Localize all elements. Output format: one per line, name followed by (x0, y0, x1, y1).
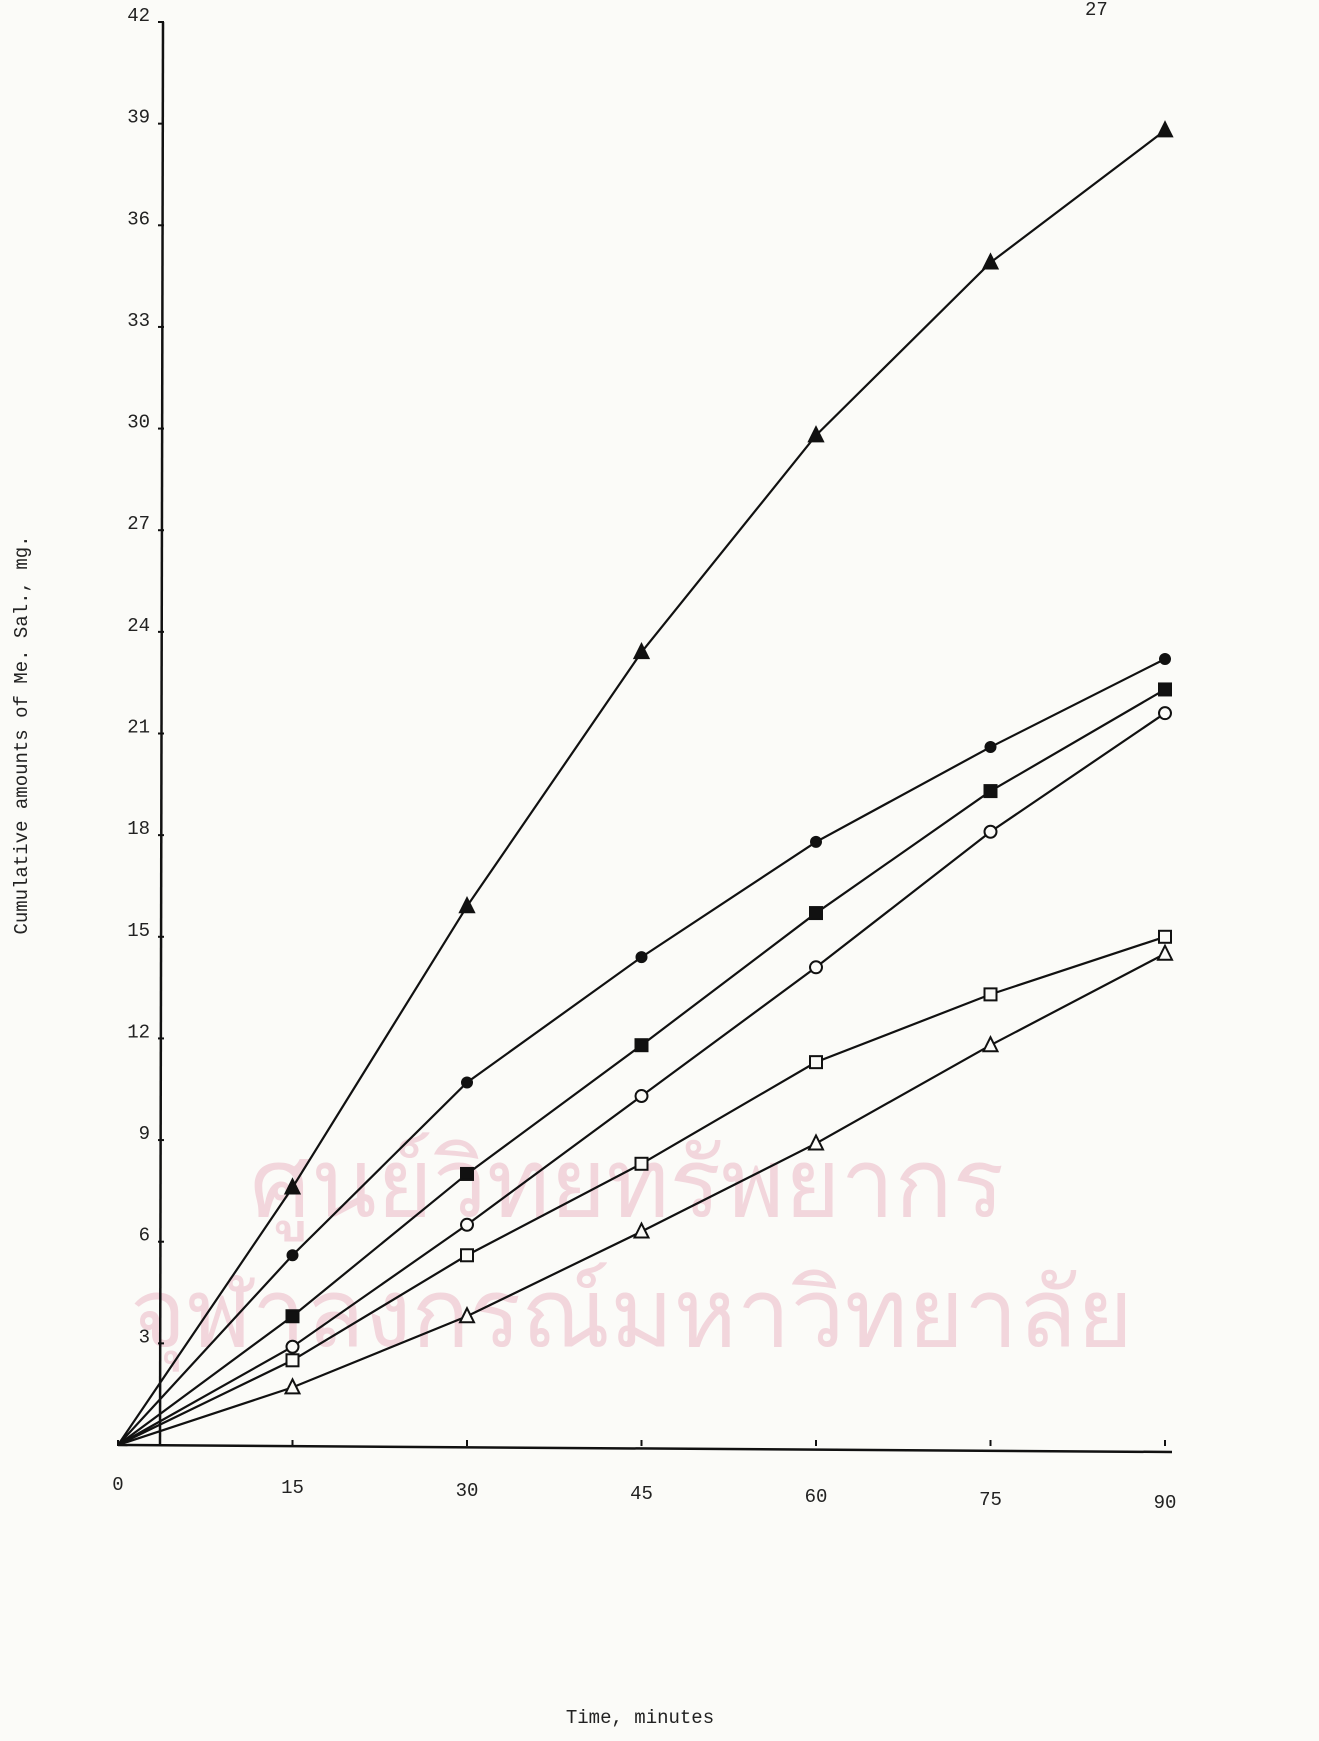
x-tick-label: 90 (1154, 1492, 1177, 1514)
x-tick-label: 30 (456, 1480, 479, 1502)
marker (458, 1306, 476, 1324)
y-tick-label: 42 (127, 5, 150, 27)
marker (460, 1166, 474, 1181)
y-tick-label: 18 (127, 818, 150, 840)
watermark: จุฬาลงกรณ์มหาวิทยาลัย (130, 1257, 1133, 1372)
y-tick-label: 39 (127, 107, 150, 129)
marker (283, 1377, 302, 1395)
marker (984, 741, 997, 754)
marker (286, 1249, 299, 1262)
x-tick-label: 0 (112, 1474, 123, 1496)
marker (1158, 706, 1172, 721)
page-number: 27 (1085, 0, 1108, 21)
marker (1159, 652, 1171, 665)
series-line (117, 129, 1166, 1446)
marker (983, 784, 998, 799)
x-tick-label: 75 (979, 1489, 1002, 1511)
x-tick-label: 60 (805, 1486, 828, 1508)
marker (1158, 929, 1172, 944)
marker (285, 1353, 300, 1368)
y-tick-label: 21 (127, 717, 150, 739)
marker (807, 425, 825, 443)
marker (461, 1076, 473, 1089)
y-axis-label: Cumulative amounts of Me. Sal., mg. (11, 535, 33, 934)
marker (634, 1038, 649, 1053)
marker (635, 951, 648, 964)
marker (809, 1055, 823, 1070)
marker (1158, 682, 1172, 697)
marker (983, 987, 998, 1002)
marker (285, 1309, 300, 1324)
marker (809, 906, 823, 921)
y-tick-label: 9 (139, 1123, 150, 1145)
y-tick-label: 24 (127, 615, 150, 637)
y-tick-label: 30 (127, 412, 150, 434)
y-tick-label: 27 (127, 513, 150, 535)
marker (458, 896, 476, 914)
y-tick-label: 6 (139, 1225, 150, 1247)
x-tick-label: 45 (630, 1483, 653, 1505)
x-axis-label: Time, minutes (566, 1707, 714, 1729)
y-tick-label: 36 (127, 208, 150, 230)
marker (632, 641, 651, 660)
marker (283, 1177, 302, 1195)
x-axis (117, 1443, 1173, 1454)
marker (632, 1221, 651, 1239)
y-tick-label: 12 (127, 1021, 150, 1043)
marker (460, 1217, 474, 1232)
marker (981, 252, 1000, 270)
marker (807, 1133, 825, 1151)
y-tick-label: 15 (127, 920, 150, 942)
marker (460, 1248, 474, 1263)
y-tick-label: 33 (127, 310, 150, 332)
marker (810, 835, 822, 848)
x-tick-label: 15 (281, 1477, 304, 1499)
marker (1156, 120, 1174, 138)
marker (983, 824, 998, 839)
marker (634, 1156, 649, 1171)
marker (1156, 943, 1174, 961)
marker (285, 1339, 300, 1354)
marker (634, 1089, 649, 1104)
watermark: ศูนย์วิทยทรัพยากร (250, 1127, 1004, 1241)
marker (809, 960, 823, 975)
y-tick-label: 3 (139, 1326, 150, 1348)
marker (981, 1034, 1000, 1053)
